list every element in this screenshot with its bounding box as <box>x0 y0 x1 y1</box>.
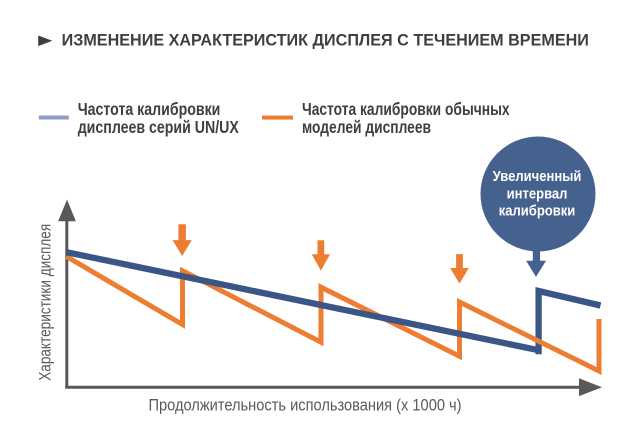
svg-text:Характеристики дисплея: Характеристики дисплея <box>36 224 55 381</box>
svg-text:моделей дисплеев: моделей дисплеев <box>302 119 431 138</box>
svg-text:калибровки: калибровки <box>499 202 576 219</box>
svg-text:Продолжительность использовани: Продолжительность использования (х 1000 … <box>148 397 461 415</box>
svg-text:Частота калибровки обычных: Частота калибровки обычных <box>302 101 510 120</box>
svg-text:интервал: интервал <box>507 184 568 201</box>
svg-text:Частота калибровки: Частота калибровки <box>78 101 221 120</box>
svg-text:ИЗМЕНЕНИЕ ХАРАКТЕРИСТИК ДИСПЛЕ: ИЗМЕНЕНИЕ ХАРАКТЕРИСТИК ДИСПЛЕЯ С ТЕЧЕНИ… <box>62 31 589 49</box>
svg-text:Увеличенный: Увеличенный <box>493 167 582 184</box>
svg-text:дисплеев серий UN/UX: дисплеев серий UN/UX <box>78 119 239 138</box>
